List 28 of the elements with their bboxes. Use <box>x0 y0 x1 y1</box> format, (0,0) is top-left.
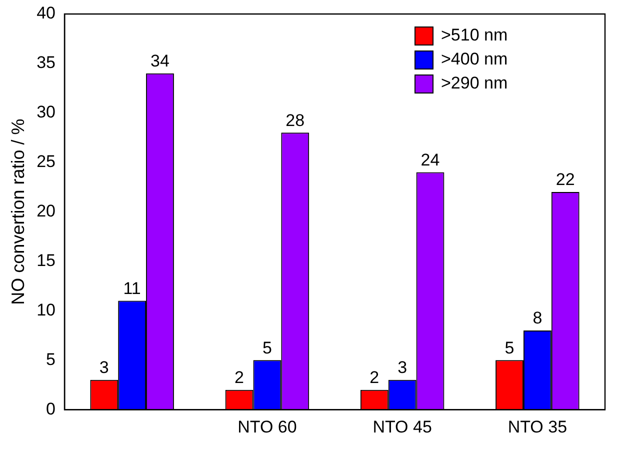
y-tick-label: 5 <box>46 350 56 369</box>
legend-label: >290 nm <box>441 74 508 93</box>
y-tick-label: 20 <box>36 201 56 220</box>
data-label: 2 <box>234 368 244 388</box>
data-label: 8 <box>532 308 542 328</box>
legend-label: >510 nm <box>441 26 508 45</box>
y-tick-label: 30 <box>36 102 56 122</box>
x-tick-label: NTO 60 <box>238 417 297 436</box>
data-label: 22 <box>556 170 575 190</box>
data-label: 28 <box>286 110 305 130</box>
y-tick-label: 40 <box>36 4 56 23</box>
y-tick-label: 10 <box>36 300 56 320</box>
data-label: 3 <box>398 358 408 378</box>
x-tick-label: NTO 35 <box>508 417 568 436</box>
data-label: 34 <box>150 52 170 71</box>
legend-label: >400 nm <box>441 50 508 69</box>
y-tick-label: 15 <box>36 250 56 270</box>
y-tick-label: 25 <box>36 152 56 172</box>
data-label: 2 <box>370 368 380 388</box>
data-label: 5 <box>262 338 272 358</box>
data-label: 5 <box>504 338 514 358</box>
x-tick-label: NTO 45 <box>372 417 432 436</box>
y-axis-title: NO convertion ratio / % <box>8 118 28 305</box>
data-label: 24 <box>420 150 440 170</box>
data-label: 3 <box>99 358 109 378</box>
data-label: 11 <box>123 278 141 298</box>
y-tick-label: 35 <box>36 53 56 72</box>
y-tick-label: 0 <box>46 399 56 418</box>
